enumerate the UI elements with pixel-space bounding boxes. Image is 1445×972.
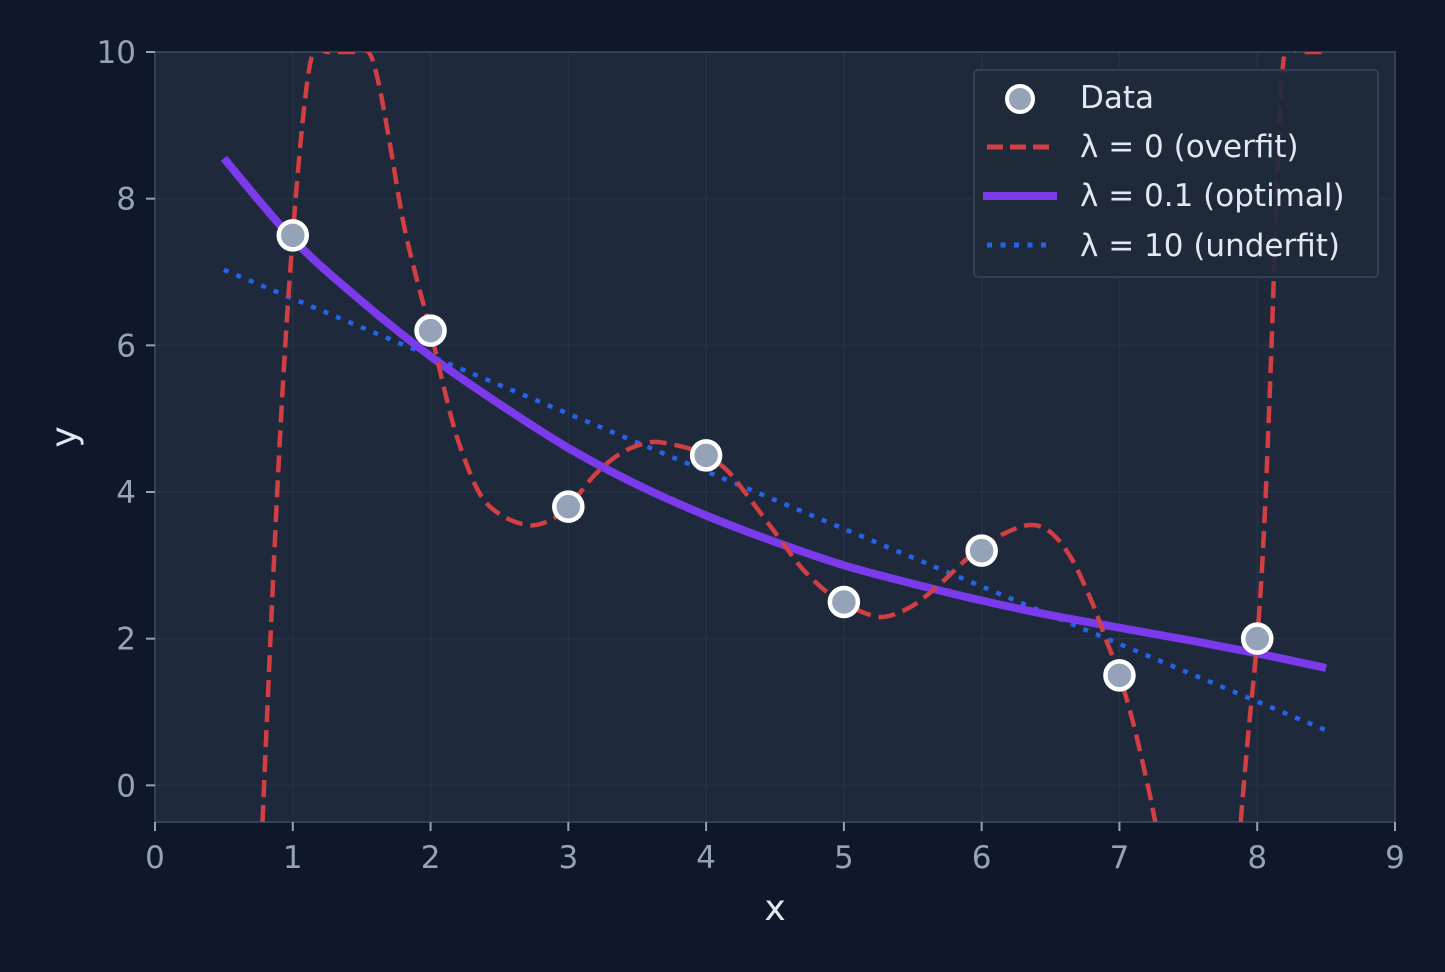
- x-tick-label: 9: [1385, 840, 1405, 876]
- x-axis-label: x: [764, 888, 785, 929]
- y-tick-label: 2: [116, 622, 136, 658]
- data-point: [276, 219, 310, 252]
- legend-box: [973, 69, 1379, 278]
- x-tick-label: 2: [421, 840, 441, 876]
- x-axis-ticks: 0 1 2 3 4 5 6 7 8 9: [145, 822, 1405, 876]
- x-tick-label: 4: [696, 840, 716, 876]
- x-tick-label: 5: [834, 840, 854, 876]
- x-tick-label: 1: [283, 840, 303, 876]
- y-axis-ticks: 0 2 4 6 8 10: [97, 35, 155, 804]
- x-tick-label: 6: [972, 840, 992, 876]
- legend-label-overfit: λ = 0 (overfit): [1080, 129, 1299, 165]
- data-point: [965, 534, 998, 567]
- x-tick-label: 7: [1110, 840, 1130, 876]
- x-tick-label: 3: [558, 840, 578, 876]
- y-tick-label: 0: [116, 768, 136, 804]
- legend-label-underfit: λ = 10 (underfit): [1080, 228, 1340, 264]
- optimal-curve: [220, 155, 1327, 672]
- data-point: [414, 314, 447, 347]
- legend-label-data: Data: [1080, 80, 1154, 116]
- data-point: [689, 439, 723, 472]
- legend-label-optimal: λ = 0.1 (optimal): [1080, 178, 1345, 214]
- legend-data-marker-icon: [1005, 84, 1035, 114]
- overfit-curve: [260, 52, 1158, 822]
- data-point: [1240, 622, 1274, 655]
- series-layer: [220, 52, 1327, 822]
- data-point: [552, 490, 585, 523]
- data-points: [276, 219, 1274, 692]
- x-tick-label: 0: [145, 840, 165, 876]
- data-point: [1103, 659, 1136, 692]
- legend: Data λ = 0 (overfit) λ = 0.1 (optimal) λ…: [973, 69, 1379, 278]
- data-point: [827, 585, 861, 619]
- y-tick-label: 10: [97, 35, 136, 71]
- y-tick-label: 8: [116, 182, 136, 218]
- x-tick-label: 8: [1247, 840, 1267, 876]
- y-axis-label: y: [44, 426, 85, 447]
- overfit-curve: [1238, 52, 1327, 822]
- underfit-line: [223, 267, 1327, 733]
- y-tick-label: 4: [116, 475, 136, 511]
- plot-frame: [154, 51, 1396, 823]
- y-tick-label: 6: [116, 328, 136, 364]
